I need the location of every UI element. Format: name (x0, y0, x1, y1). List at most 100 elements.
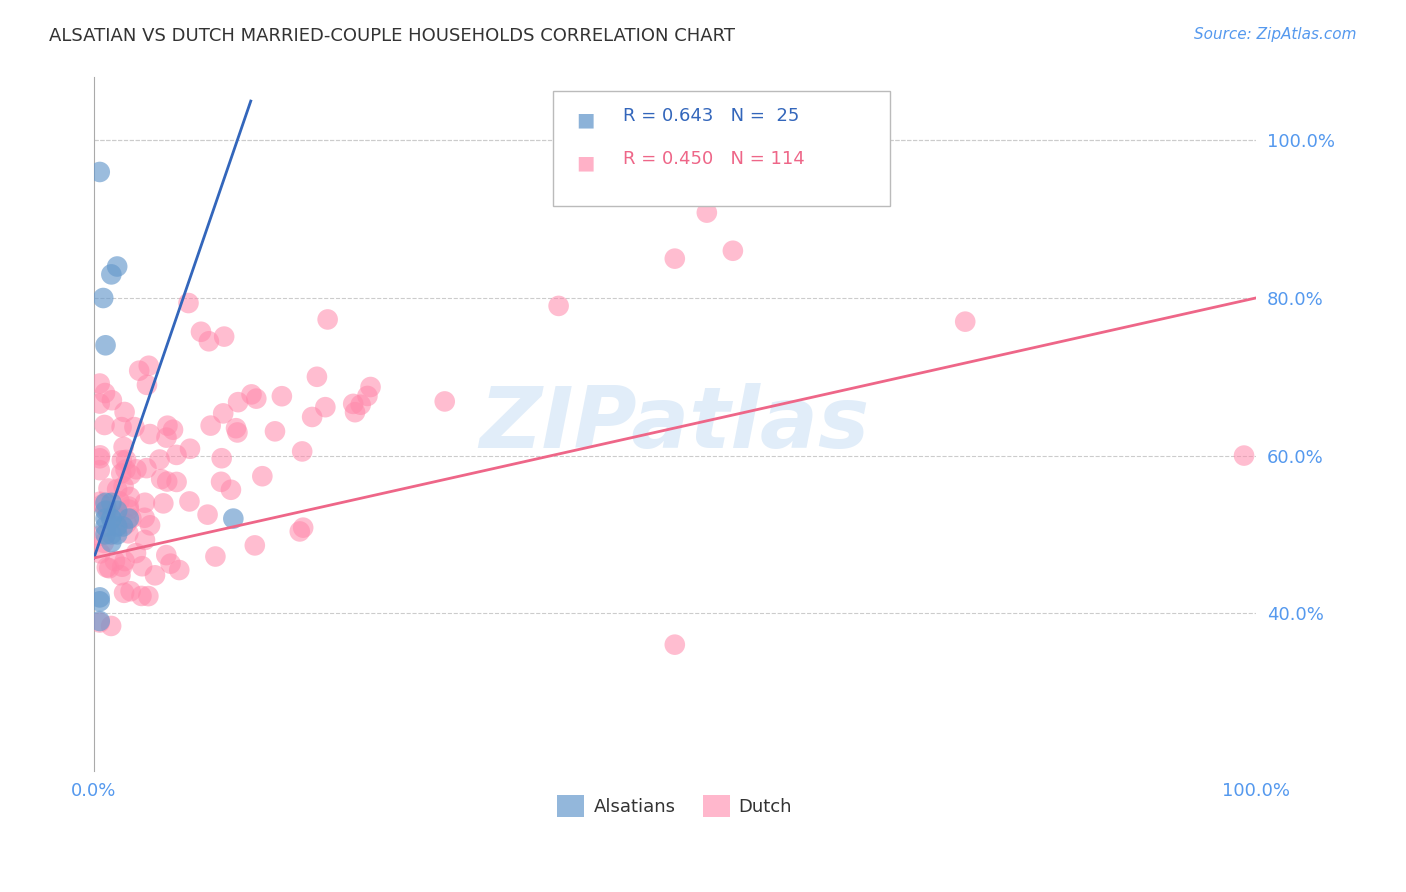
Point (148, 452, 170, 467)
Point (305, 369, 328, 384)
Point (94, 511, 117, 525)
Point (100, 535, 122, 549)
Point (111, 453, 134, 467)
Point (94, 527, 117, 541)
Point (118, 502, 141, 516)
Point (89, 376, 111, 391)
Point (96, 560, 118, 574)
Point (100, 511, 122, 525)
Point (177, 296, 200, 310)
Point (139, 518, 162, 533)
Point (136, 377, 159, 392)
Point (114, 554, 136, 568)
Point (356, 389, 378, 403)
FancyBboxPatch shape (553, 91, 890, 206)
Text: R = 0.643   N =  25: R = 0.643 N = 25 (623, 107, 799, 125)
Point (240, 387, 263, 401)
Point (165, 448, 187, 462)
Point (94, 386, 117, 401)
Point (226, 425, 249, 440)
Point (94, 783, 117, 797)
Point (89, 463, 111, 477)
Point (89, 615, 111, 630)
Text: Source: ZipAtlas.com: Source: ZipAtlas.com (1194, 27, 1357, 42)
Point (94, 519, 117, 533)
Point (105, 504, 128, 518)
Point (212, 406, 235, 420)
Point (134, 533, 156, 547)
Point (91, 291, 114, 305)
Text: ZIPatlas: ZIPatlas (479, 383, 870, 466)
Point (139, 427, 162, 442)
Point (131, 589, 153, 603)
Point (89, 529, 111, 543)
Point (105, 519, 128, 533)
Point (93, 417, 115, 432)
Text: ALSATIAN VS DUTCH MARRIED-COUPLE HOUSEHOLDS CORRELATION CHART: ALSATIAN VS DUTCH MARRIED-COUPLE HOUSEHO… (49, 27, 735, 45)
Point (125, 546, 148, 560)
Point (114, 462, 136, 476)
Point (89, 546, 111, 560)
Point (101, 393, 124, 408)
Point (226, 395, 249, 409)
Point (953, 315, 976, 329)
Point (115, 516, 138, 531)
Point (243, 538, 266, 552)
Point (301, 409, 323, 424)
Point (212, 329, 235, 343)
Point (105, 511, 128, 525)
Point (110, 420, 132, 434)
Point (156, 475, 179, 489)
Point (664, 638, 686, 652)
Point (190, 325, 212, 339)
Point (89, 396, 111, 410)
Point (547, 299, 569, 313)
Point (100, 511, 122, 525)
Point (150, 472, 173, 486)
Point (138, 359, 160, 373)
Point (118, 490, 141, 504)
Point (197, 508, 219, 522)
Point (94, 338, 117, 352)
Point (344, 405, 367, 419)
Point (89, 449, 111, 463)
Point (93, 536, 115, 550)
Point (128, 364, 150, 378)
Point (350, 398, 373, 412)
Point (143, 568, 166, 582)
Point (100, 496, 122, 510)
Point (120, 584, 142, 599)
Point (98, 561, 121, 575)
Point (104, 554, 127, 568)
Point (114, 405, 136, 419)
Point (225, 421, 247, 435)
Point (166, 475, 188, 489)
Point (97, 504, 120, 518)
Point (105, 527, 128, 541)
Point (167, 563, 190, 577)
Point (96, 502, 118, 516)
Point (89, 591, 111, 605)
Point (291, 444, 314, 458)
Point (696, 205, 718, 219)
Point (89, 165, 111, 179)
Point (179, 494, 201, 508)
Point (135, 461, 157, 475)
Point (105, 482, 128, 496)
Point (155, 548, 177, 562)
Point (110, 568, 132, 582)
Point (124, 420, 146, 434)
Point (342, 397, 364, 411)
Point (112, 440, 135, 454)
Text: R = 0.450   N = 114: R = 0.450 N = 114 (623, 150, 804, 169)
Point (159, 557, 181, 571)
Text: ■: ■ (576, 110, 595, 129)
Point (721, 244, 744, 258)
Point (316, 312, 339, 326)
Point (125, 462, 148, 476)
Point (134, 496, 156, 510)
Point (89, 451, 111, 466)
Point (264, 425, 287, 439)
Point (138, 589, 160, 603)
Point (97, 482, 120, 496)
